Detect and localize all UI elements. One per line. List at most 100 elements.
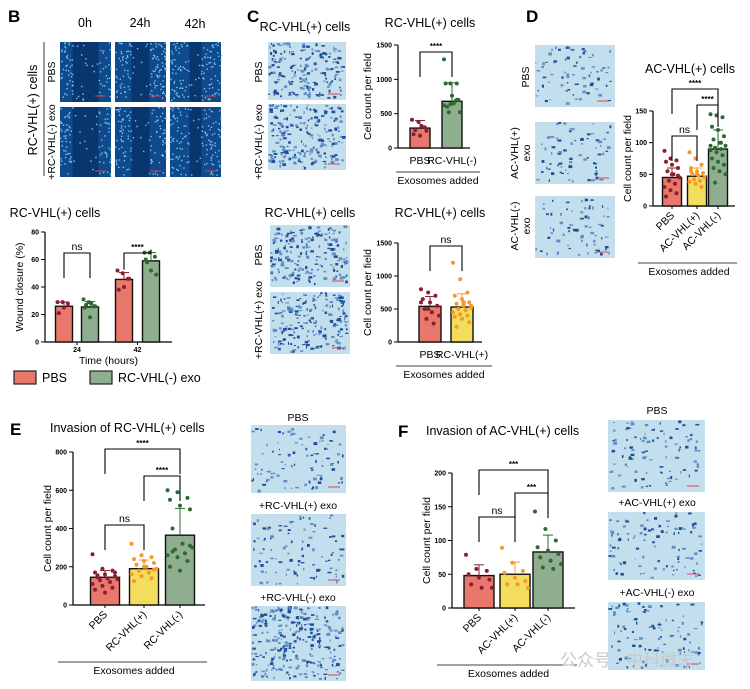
stained-cell [338,616,341,620]
stained-cell [277,342,279,346]
cell-speck [156,131,158,133]
stained-cell [607,99,612,102]
stained-cell [324,127,326,131]
cell-speck [115,51,117,54]
cell-speck [206,162,208,165]
stained-cell [251,652,253,655]
stained-cell [291,231,295,234]
stained-cell [331,552,334,554]
stained-cell [557,251,559,254]
data-point [60,300,65,305]
stained-cell [309,653,311,656]
stained-cell [336,298,340,301]
stained-cell [542,207,546,210]
cell-speck [216,155,218,158]
cell-speck [65,129,68,131]
stained-cell [334,77,337,80]
data-point [122,285,126,289]
bar-ac-vhl- [532,551,564,609]
stained-cell [287,430,291,433]
cell-speck [173,90,176,93]
cell-speck [162,155,164,157]
stained-cell [325,646,330,648]
stained-cell [310,647,313,651]
stained-cell [325,298,328,301]
stained-cell [590,133,595,135]
stained-cell [339,342,341,345]
cell-speck [181,159,183,162]
stained-cell [695,423,700,426]
stained-cell [282,137,287,140]
data-point [460,297,464,302]
cell-speck [118,111,120,113]
stained-cell [316,151,320,154]
stained-cell [607,66,610,69]
f-image-label-pbs: PBS [646,405,667,417]
cell-speck [60,157,62,160]
cell-speck [156,56,159,58]
stained-cell [691,651,694,653]
stained-cell [319,477,323,481]
stained-cell [281,233,283,236]
stained-cell [282,75,286,78]
cell-speck [156,84,158,87]
cell-speck [120,42,122,45]
stained-cell [304,238,309,240]
stained-cell [272,472,276,475]
data-point [676,173,680,178]
stained-cell [584,215,588,219]
stained-cell [278,561,283,564]
data-point [465,313,470,318]
data-point [667,178,671,183]
cell-speck [105,152,107,154]
stained-cell [608,555,612,557]
stained-cell [593,239,596,243]
stained-cell [586,156,589,159]
stained-cell [653,428,655,430]
stained-cell [252,647,256,650]
data-point [720,115,725,120]
stained-cell [262,548,265,551]
panel-letter-d: D [526,7,538,26]
data-point [711,166,716,170]
data-point [450,93,454,98]
y-tick-label: 800 [55,450,67,457]
stained-cell [330,248,335,251]
stained-cell [334,540,338,543]
cell-speck [66,55,69,57]
stained-cell [671,545,676,549]
significance-label: *** [509,460,519,469]
stained-cell [261,632,264,634]
stained-cell [657,623,662,626]
stained-cell [624,428,629,431]
stained-cell [287,44,291,46]
stained-cell [312,146,315,149]
stained-cell [579,217,584,220]
stained-cell [273,340,275,344]
stained-cell [345,315,348,318]
cell-speck [205,144,208,146]
stained-cell [665,482,667,484]
stained-cell [664,445,668,448]
cell-speck [203,47,205,49]
stained-cell [325,131,329,133]
stained-cell [634,558,636,560]
stained-cell [337,297,341,300]
cell-speck [158,107,160,109]
stained-cell [301,547,304,551]
stained-cell [291,53,295,56]
stained-cell [275,105,280,107]
stained-cell [673,569,675,572]
stained-cell [266,470,271,473]
data-point [448,81,453,86]
stained-cell [264,624,268,627]
data-point [723,143,728,148]
cell-speck [131,45,133,47]
stained-cell [688,665,690,669]
stained-cell [283,298,286,300]
stained-cell [329,227,331,229]
cell-speck [129,77,132,80]
data-point [674,191,679,196]
cell-speck [84,62,87,64]
stained-cell [306,93,311,96]
